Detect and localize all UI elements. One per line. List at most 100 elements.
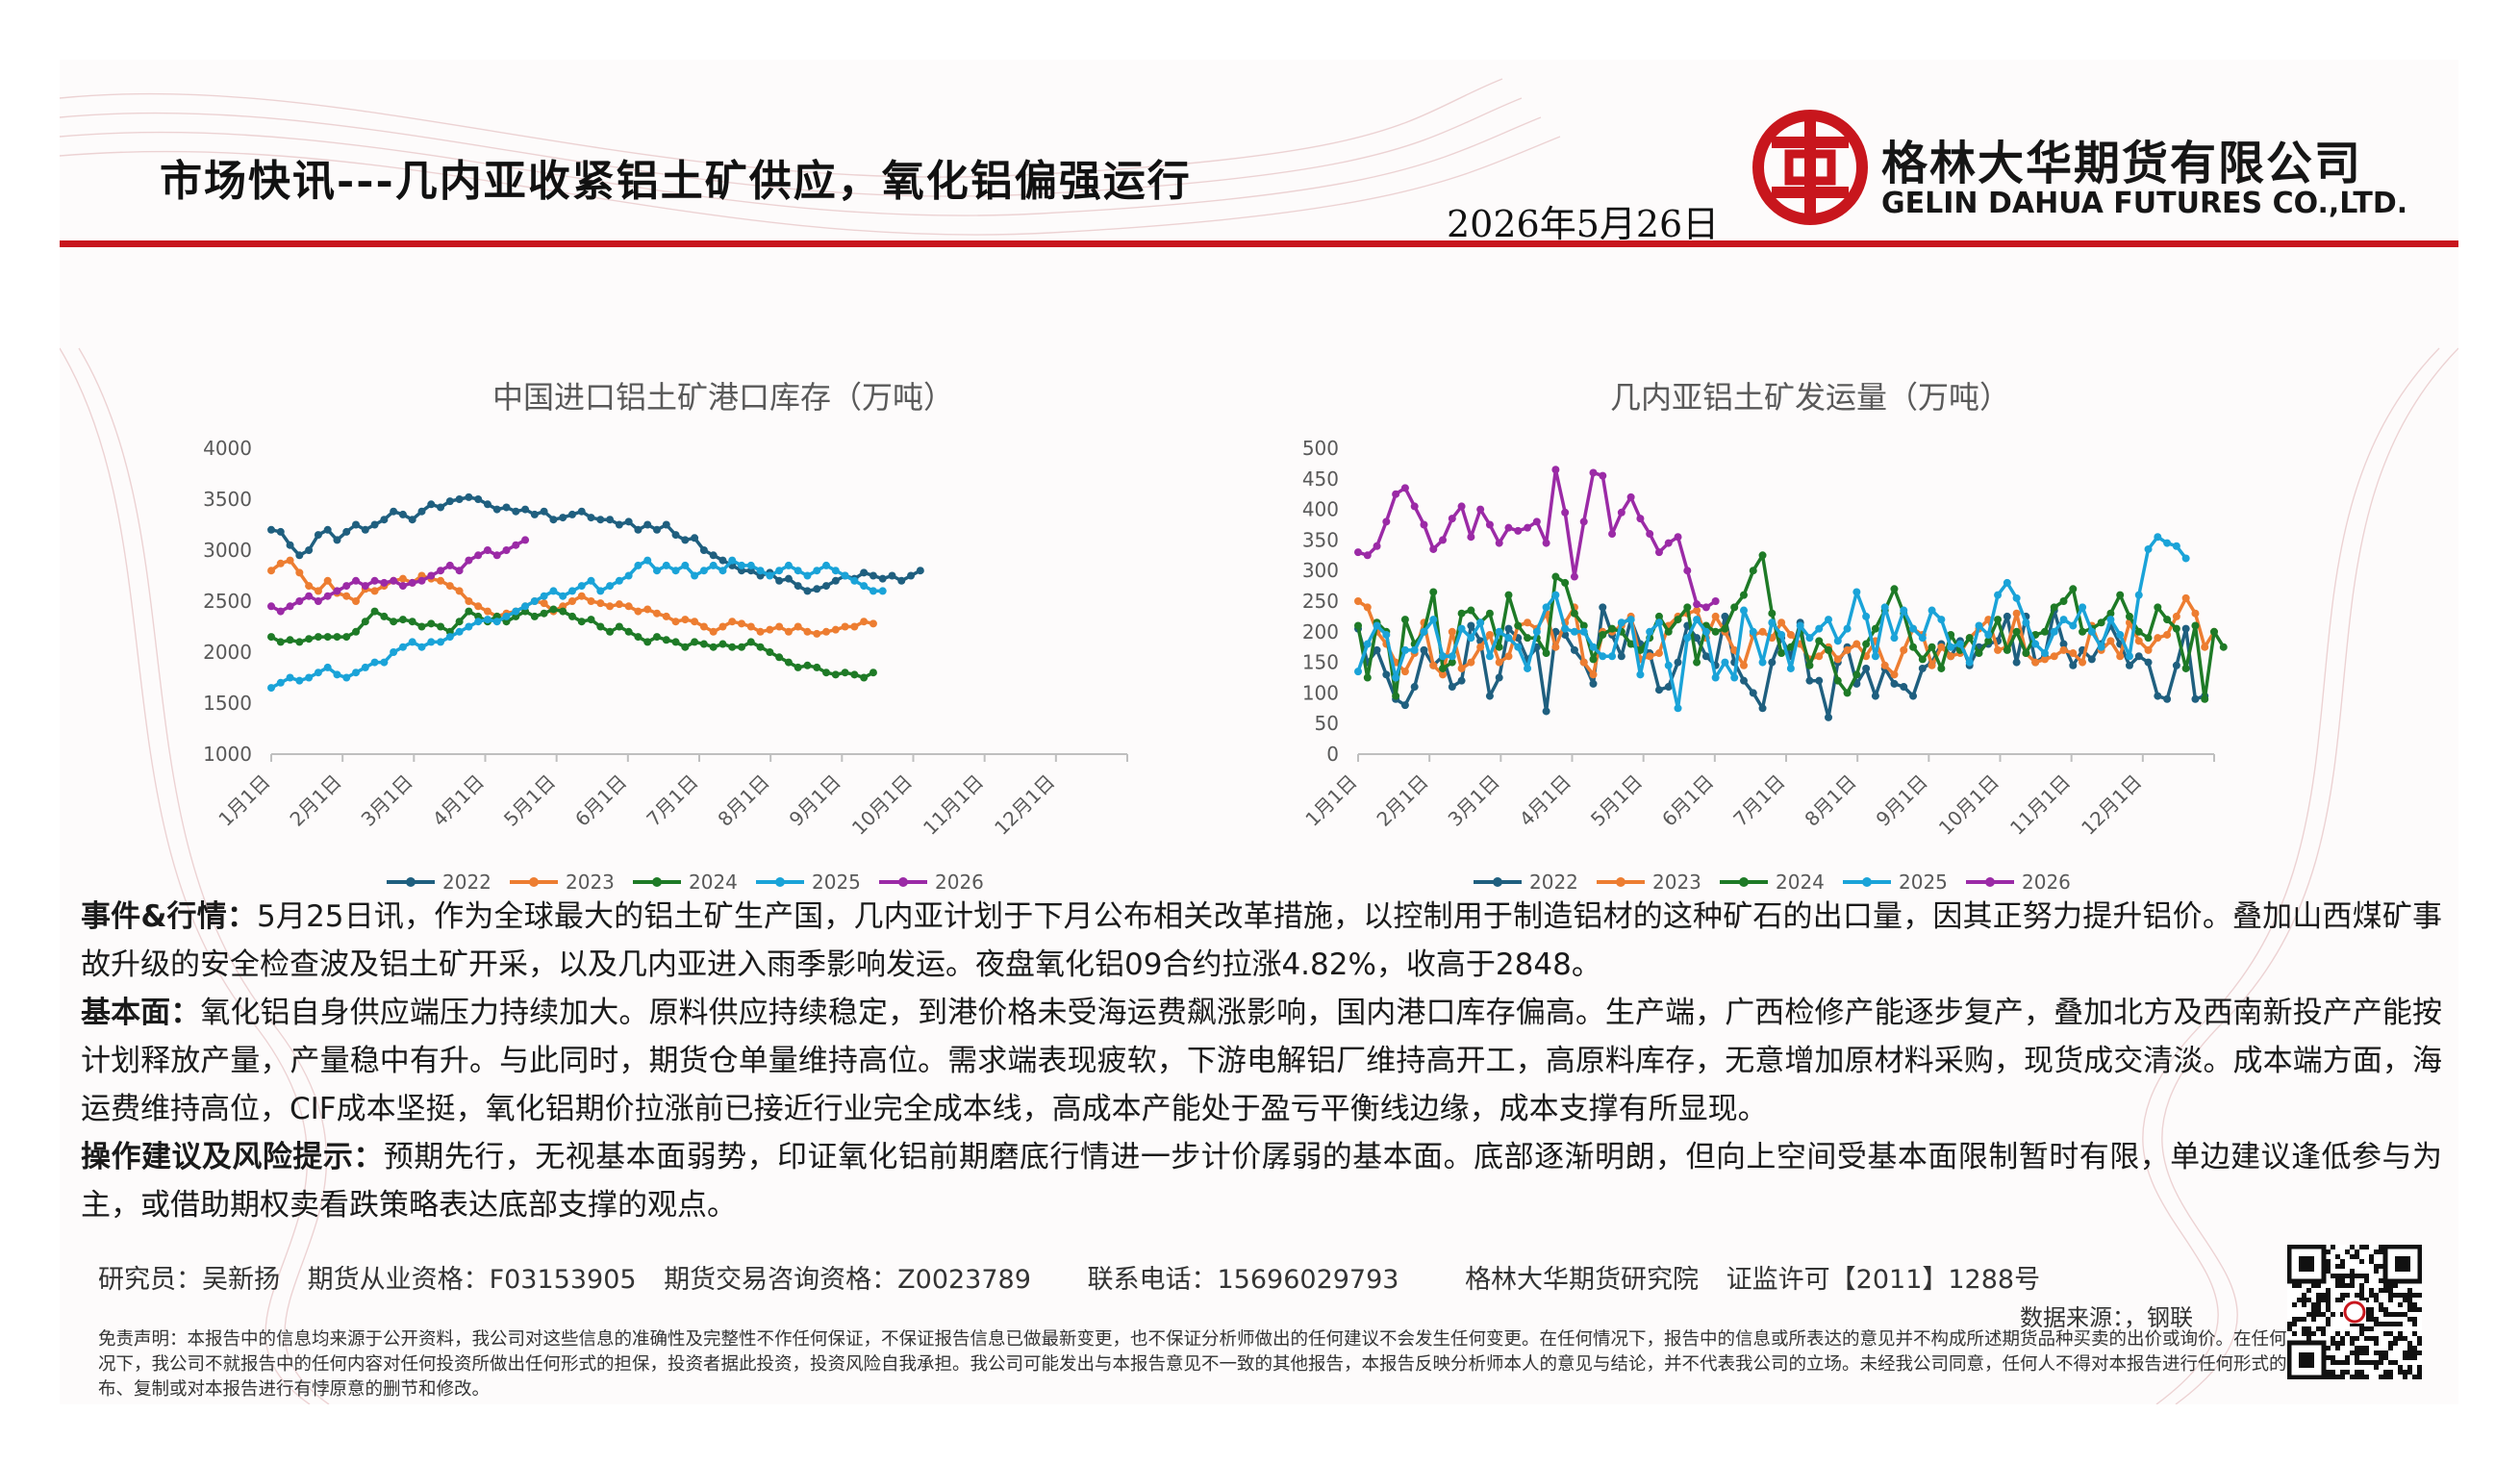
data-point-2026 (1636, 515, 1645, 523)
qr-module (2326, 1259, 2331, 1264)
qr-module (2335, 1278, 2340, 1283)
qr-module (2383, 1370, 2388, 1375)
data-point-2025 (1796, 621, 1804, 630)
qr-module (2359, 1283, 2364, 1288)
data-point-2025 (512, 607, 520, 616)
data-point-2025 (671, 567, 680, 575)
data-point-2025 (1542, 603, 1550, 612)
qr-finder-center (2299, 1352, 2314, 1368)
analysis-text: 事件&行情：5月25日讯，作为全球最大的铝土矿生产国，几内亚计划于下月公布相关改… (81, 893, 2442, 1229)
qr-module (2316, 1302, 2321, 1307)
data-point-2024 (860, 673, 869, 682)
data-point-2025 (1965, 658, 1974, 667)
data-point-2025 (1947, 643, 1955, 651)
data-point-2026 (417, 576, 426, 585)
data-point-2022 (427, 500, 436, 509)
qr-module (2326, 1307, 2331, 1312)
data-point-2022 (1457, 676, 1466, 685)
label-advice: 操作建议及风险提示： (81, 1140, 384, 1174)
qr-module (2306, 1326, 2311, 1331)
data-point-2025 (1400, 645, 1409, 654)
qr-module (2364, 1336, 2369, 1341)
qr-module (2393, 1322, 2398, 1326)
qr-module (2407, 1370, 2412, 1375)
data-point-2025 (1955, 640, 1964, 648)
qr-module (2374, 1298, 2379, 1302)
data-point-2024 (1768, 609, 1777, 618)
data-point-2022 (1589, 679, 1598, 688)
data-point-2025 (1683, 634, 1692, 643)
data-point-2024 (756, 643, 765, 651)
qr-logo (2343, 1300, 2366, 1324)
legend-label-2023: 2023 (1652, 871, 1701, 894)
data-point-2022 (709, 551, 718, 560)
qr-module (2316, 1293, 2321, 1298)
data-point-2023 (1786, 630, 1795, 639)
qr-module (2311, 1331, 2316, 1336)
qr-module (2345, 1283, 2350, 1288)
data-point-2022 (390, 507, 398, 516)
data-point-2024 (1965, 634, 1974, 643)
x-tick-label: 1月1日 (214, 770, 274, 831)
data-point-2022 (691, 534, 699, 543)
qr-module (2297, 1283, 2302, 1288)
qr-module (2311, 1283, 2316, 1288)
legend-label-2024: 2024 (1776, 871, 1825, 894)
qr-module (2374, 1293, 2379, 1298)
data-point-2025 (691, 571, 699, 580)
data-point-2025 (869, 587, 877, 595)
qr-module (2359, 1322, 2364, 1326)
data-point-2025 (305, 673, 314, 682)
data-point-2023 (831, 625, 840, 634)
qr-module (2379, 1360, 2383, 1365)
data-point-2022 (333, 536, 341, 544)
data-point-2025 (738, 561, 746, 569)
data-point-2025 (455, 627, 464, 636)
qr-module (2340, 1259, 2345, 1264)
data-point-2025 (709, 561, 718, 569)
data-point-2022 (540, 507, 548, 516)
data-point-2025 (2087, 627, 2096, 636)
report-date: 2026年5月26日 (1447, 203, 1720, 245)
data-point-2022 (1599, 603, 1607, 612)
qr-module (2335, 1264, 2340, 1269)
data-point-2023 (615, 600, 623, 609)
x-tick-label: 6月1日 (1657, 770, 1718, 831)
data-point-2025 (502, 612, 511, 620)
data-point-2026 (305, 592, 314, 600)
data-point-2026 (1392, 490, 1400, 498)
data-point-2025 (286, 673, 294, 682)
x-tick-label: 11月1日 (2005, 770, 2075, 840)
data-point-2022 (1739, 676, 1748, 685)
qr-module (2374, 1264, 2379, 1269)
data-point-2026 (1542, 539, 1550, 547)
data-point-2024 (766, 648, 774, 656)
data-point-2025 (1420, 627, 1428, 636)
data-point-2024 (681, 643, 690, 651)
y-tick-label: 200 (1302, 620, 1339, 644)
qr-module (2398, 1302, 2403, 1307)
data-point-2025 (408, 638, 416, 646)
data-point-2024 (1683, 603, 1692, 612)
data-point-2023 (860, 618, 869, 626)
data-point-2024 (2181, 664, 2190, 672)
data-point-2026 (1599, 471, 1607, 480)
qr-module (2359, 1288, 2364, 1293)
data-point-2024 (333, 633, 341, 642)
data-point-2023 (1654, 649, 1663, 658)
qr-module (2369, 1288, 2374, 1293)
data-point-2022 (1862, 664, 1871, 672)
data-point-2025 (521, 602, 530, 611)
qr-module (2412, 1355, 2417, 1360)
data-point-2022 (1749, 689, 1757, 697)
data-point-2022 (794, 582, 802, 591)
qr-module (2398, 1293, 2403, 1298)
data-point-2023 (1363, 603, 1372, 612)
data-point-2025 (2181, 554, 2190, 563)
data-point-2023 (756, 627, 765, 636)
footer-info: 研究员：吴新扬 期货从业资格：F03153905 期货交易咨询资格：Z00237… (98, 1258, 2059, 1296)
data-point-2024 (1994, 616, 2003, 624)
data-point-2025 (1485, 652, 1494, 661)
data-point-2025 (1701, 627, 1710, 636)
qr-module (2388, 1346, 2393, 1350)
